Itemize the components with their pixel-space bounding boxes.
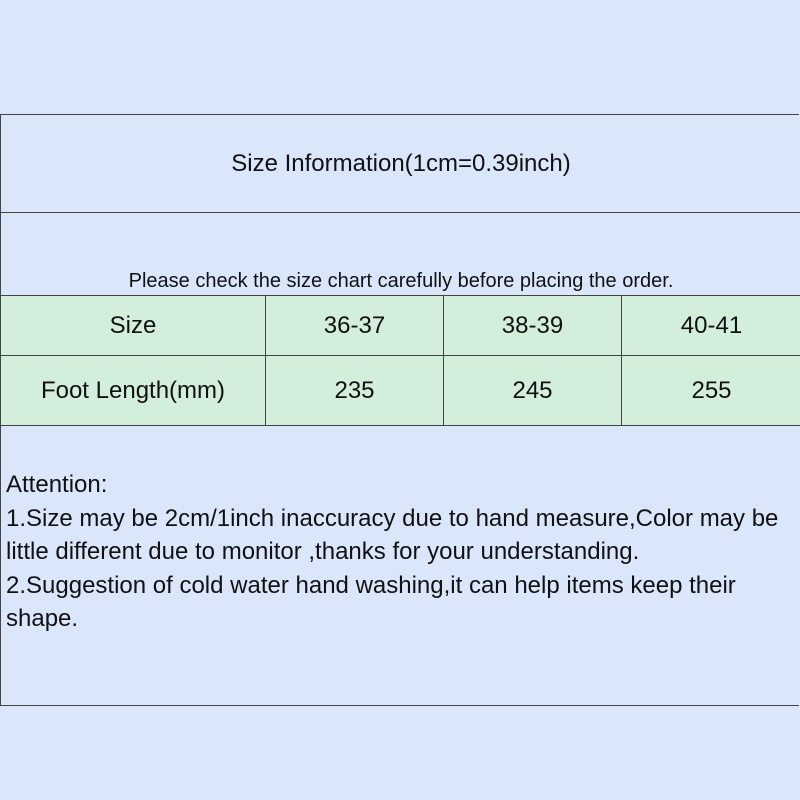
- page-title: Size Information(1cm=0.39inch): [1, 115, 800, 213]
- table-row: Foot Length(mm) 235 245 255: [1, 356, 800, 426]
- attention-line-2: 2.Suggestion of cold water hand washing,…: [6, 571, 736, 633]
- table-cell: 255: [691, 376, 732, 404]
- table-cell: 36-37: [266, 296, 444, 355]
- table-header-row: Size 36-37 38-39 40-41: [1, 296, 800, 356]
- table-cell: 38-39: [444, 296, 622, 355]
- attention-heading: Attention:: [6, 471, 108, 498]
- table-cell: 40-41: [680, 311, 743, 339]
- table-cell: Size: [1, 296, 266, 355]
- attention-notes: Attention: 1.Size may be 2cm/1inch inacc…: [1, 426, 800, 705]
- table-cell: 245: [444, 356, 622, 425]
- table-cell: Foot Length(mm): [1, 356, 266, 425]
- size-info-panel: Size Information(1cm=0.39inch) Please ch…: [0, 114, 800, 706]
- attention-line-1: 1.Size may be 2cm/1inch inaccuracy due t…: [6, 504, 779, 566]
- table-cell: 235: [266, 356, 444, 425]
- subtitle: Please check the size chart carefully be…: [1, 213, 800, 296]
